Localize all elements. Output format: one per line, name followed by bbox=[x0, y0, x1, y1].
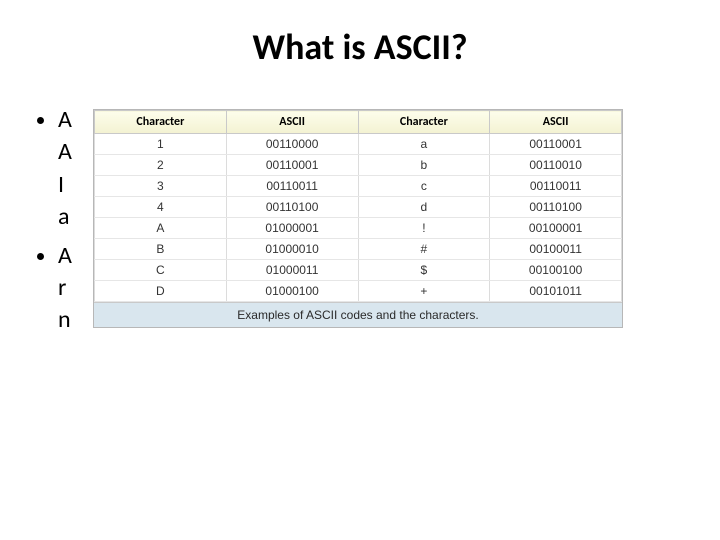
cell-char: 1 bbox=[95, 134, 227, 155]
table-row: B 01000010 # 00100011 bbox=[95, 239, 622, 260]
cell-char: C bbox=[95, 260, 227, 281]
line-start: r bbox=[58, 273, 66, 302]
cell-code: 00110011 bbox=[490, 176, 622, 197]
cell-code: 00100011 bbox=[490, 239, 622, 260]
cell-code: 01000100 bbox=[226, 281, 358, 302]
table-caption: Examples of ASCII codes and the characte… bbox=[94, 302, 622, 327]
cell-code: 00110001 bbox=[226, 155, 358, 176]
cell-char: $ bbox=[358, 260, 490, 281]
cell-char: d bbox=[358, 197, 490, 218]
line-start: A bbox=[58, 105, 72, 134]
title-text: What is ASCII bbox=[252, 25, 450, 69]
cell-code: 01000011 bbox=[226, 260, 358, 281]
table-row: 4 00110100 d 00110100 bbox=[95, 197, 622, 218]
cell-char: A bbox=[95, 218, 227, 239]
table-header-row: Character ASCII Character ASCII bbox=[95, 111, 622, 134]
cell-char: ! bbox=[358, 218, 490, 239]
ascii-table: Character ASCII Character ASCII 1 001100… bbox=[94, 110, 622, 302]
cell-code: 00110100 bbox=[490, 197, 622, 218]
table-row: 1 00110000 a 00110001 bbox=[95, 134, 622, 155]
cell-code: 00101011 bbox=[490, 281, 622, 302]
table-row: 3 00110011 c 00110011 bbox=[95, 176, 622, 197]
ascii-table-figure: Character ASCII Character ASCII 1 001100… bbox=[93, 109, 623, 328]
cell-char: a bbox=[358, 134, 490, 155]
cell-char: b bbox=[358, 155, 490, 176]
cell-char: + bbox=[358, 281, 490, 302]
title-question-mark: ? bbox=[451, 25, 468, 69]
col-header: ASCII bbox=[226, 111, 358, 134]
cell-code: 00110000 bbox=[226, 134, 358, 155]
cell-code: 00110100 bbox=[226, 197, 358, 218]
col-header: ASCII bbox=[490, 111, 622, 134]
cell-char: D bbox=[95, 281, 227, 302]
slide: What is ASCII? Axxxxxxxxxxxxxxxxxxxxxxxx… bbox=[0, 0, 720, 540]
table-row: A 01000001 ! 00100001 bbox=[95, 218, 622, 239]
table-row: 2 00110001 b 00110010 bbox=[95, 155, 622, 176]
cell-code: 00110010 bbox=[490, 155, 622, 176]
cell-code: 00110001 bbox=[490, 134, 622, 155]
cell-char: c bbox=[358, 176, 490, 197]
cell-char: 4 bbox=[95, 197, 227, 218]
cell-code: 00110011 bbox=[226, 176, 358, 197]
cell-code: 00100001 bbox=[490, 218, 622, 239]
slide-title: What is ASCII? bbox=[40, 25, 680, 69]
line-start: I bbox=[58, 170, 64, 199]
table-header: Character ASCII Character ASCII bbox=[95, 111, 622, 134]
cell-char: 3 bbox=[95, 176, 227, 197]
cell-code: 01000010 bbox=[226, 239, 358, 260]
cell-code: 01000001 bbox=[226, 218, 358, 239]
cell-char: 2 bbox=[95, 155, 227, 176]
cell-code: 00100100 bbox=[490, 260, 622, 281]
table-row: C 01000011 $ 00100100 bbox=[95, 260, 622, 281]
cell-char: # bbox=[358, 239, 490, 260]
col-header: Character bbox=[358, 111, 490, 134]
cell-char: B bbox=[95, 239, 227, 260]
table-row: D 01000100 + 00101011 bbox=[95, 281, 622, 302]
col-header: Character bbox=[95, 111, 227, 134]
table-body: 1 00110000 a 00110001 2 00110001 b 00110… bbox=[95, 134, 622, 302]
